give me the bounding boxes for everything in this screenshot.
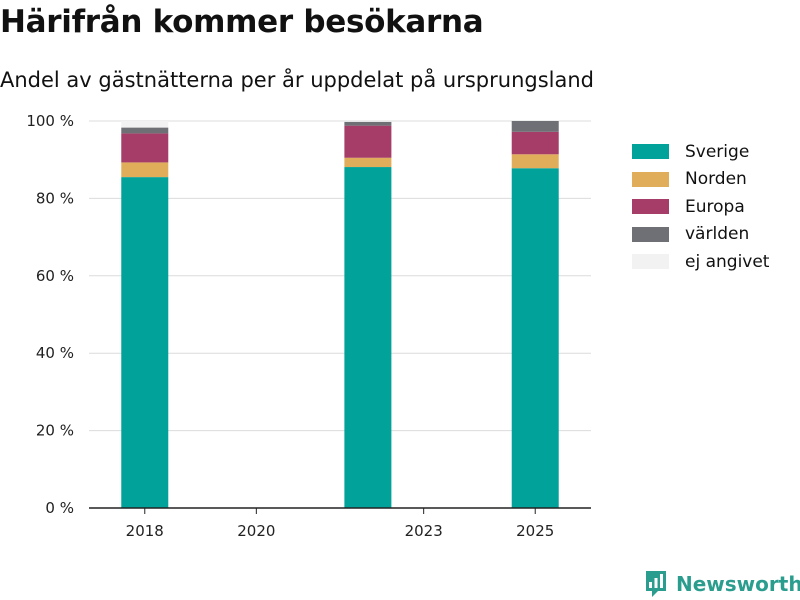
legend-label: ej angivet <box>685 251 770 272</box>
legend-swatch-europa <box>632 199 669 215</box>
legend: Sverige Norden Europa världen ej angivet <box>632 138 769 276</box>
legend-item-norden[interactable]: Norden <box>632 166 769 194</box>
legend-item-varlden[interactable]: världen <box>632 221 769 249</box>
bar-segment-Norden <box>344 157 392 168</box>
bar-segment-Europa <box>344 125 392 158</box>
y-tick-label: 20 % <box>36 422 74 440</box>
legend-item-ej-angivet[interactable]: ej angivet <box>632 248 769 276</box>
bar-segment-världen <box>121 127 169 134</box>
chart-subtitle: Andel av gästnätterna per år uppdelat på… <box>0 68 594 92</box>
bar-segment-Europa <box>121 133 169 163</box>
x-tick-label: 2023 <box>405 522 443 540</box>
x-tick-label: 2020 <box>237 522 275 540</box>
bar-segment-Sverige <box>344 167 392 509</box>
legend-item-europa[interactable]: Europa <box>632 193 769 221</box>
legend-label: Norden <box>685 169 747 190</box>
y-tick-label: 100 % <box>26 112 74 130</box>
bar-segment-Sverige <box>511 168 559 509</box>
logo-text: Newsworthy <box>676 572 800 596</box>
x-tick-label: 2018 <box>126 522 164 540</box>
x-tick-label: 2025 <box>516 522 554 540</box>
legend-swatch-varlden <box>632 226 669 242</box>
legend-label: Sverige <box>685 141 750 162</box>
newsworthy-logo[interactable]: Newsworthy <box>644 569 800 599</box>
bar-segment-Norden <box>121 162 169 178</box>
legend-item-sverige[interactable]: Sverige <box>632 138 769 166</box>
bar-segment-världen <box>344 121 392 126</box>
y-tick-label: 60 % <box>36 267 74 285</box>
bar-segment-Norden <box>511 154 559 169</box>
y-tick-label: 0 % <box>45 499 74 517</box>
bar-segment-världen <box>511 121 559 132</box>
y-tick-label: 40 % <box>36 344 74 362</box>
bar-segment-ej-angivet <box>344 121 392 122</box>
bar-segment-Sverige <box>121 177 169 509</box>
chart-title: Härifrån kommer besökarna <box>0 4 484 40</box>
legend-swatch-norden <box>632 171 669 187</box>
legend-swatch-sverige <box>632 144 669 160</box>
legend-swatch-ej-angivet <box>632 254 669 270</box>
newsworthy-chart-icon <box>646 571 666 597</box>
legend-label: världen <box>685 224 750 245</box>
bar-segment-Europa <box>511 131 559 155</box>
legend-label: Europa <box>685 196 745 217</box>
y-tick-label: 80 % <box>36 189 74 207</box>
bar-segment-ej-angivet <box>121 121 169 128</box>
